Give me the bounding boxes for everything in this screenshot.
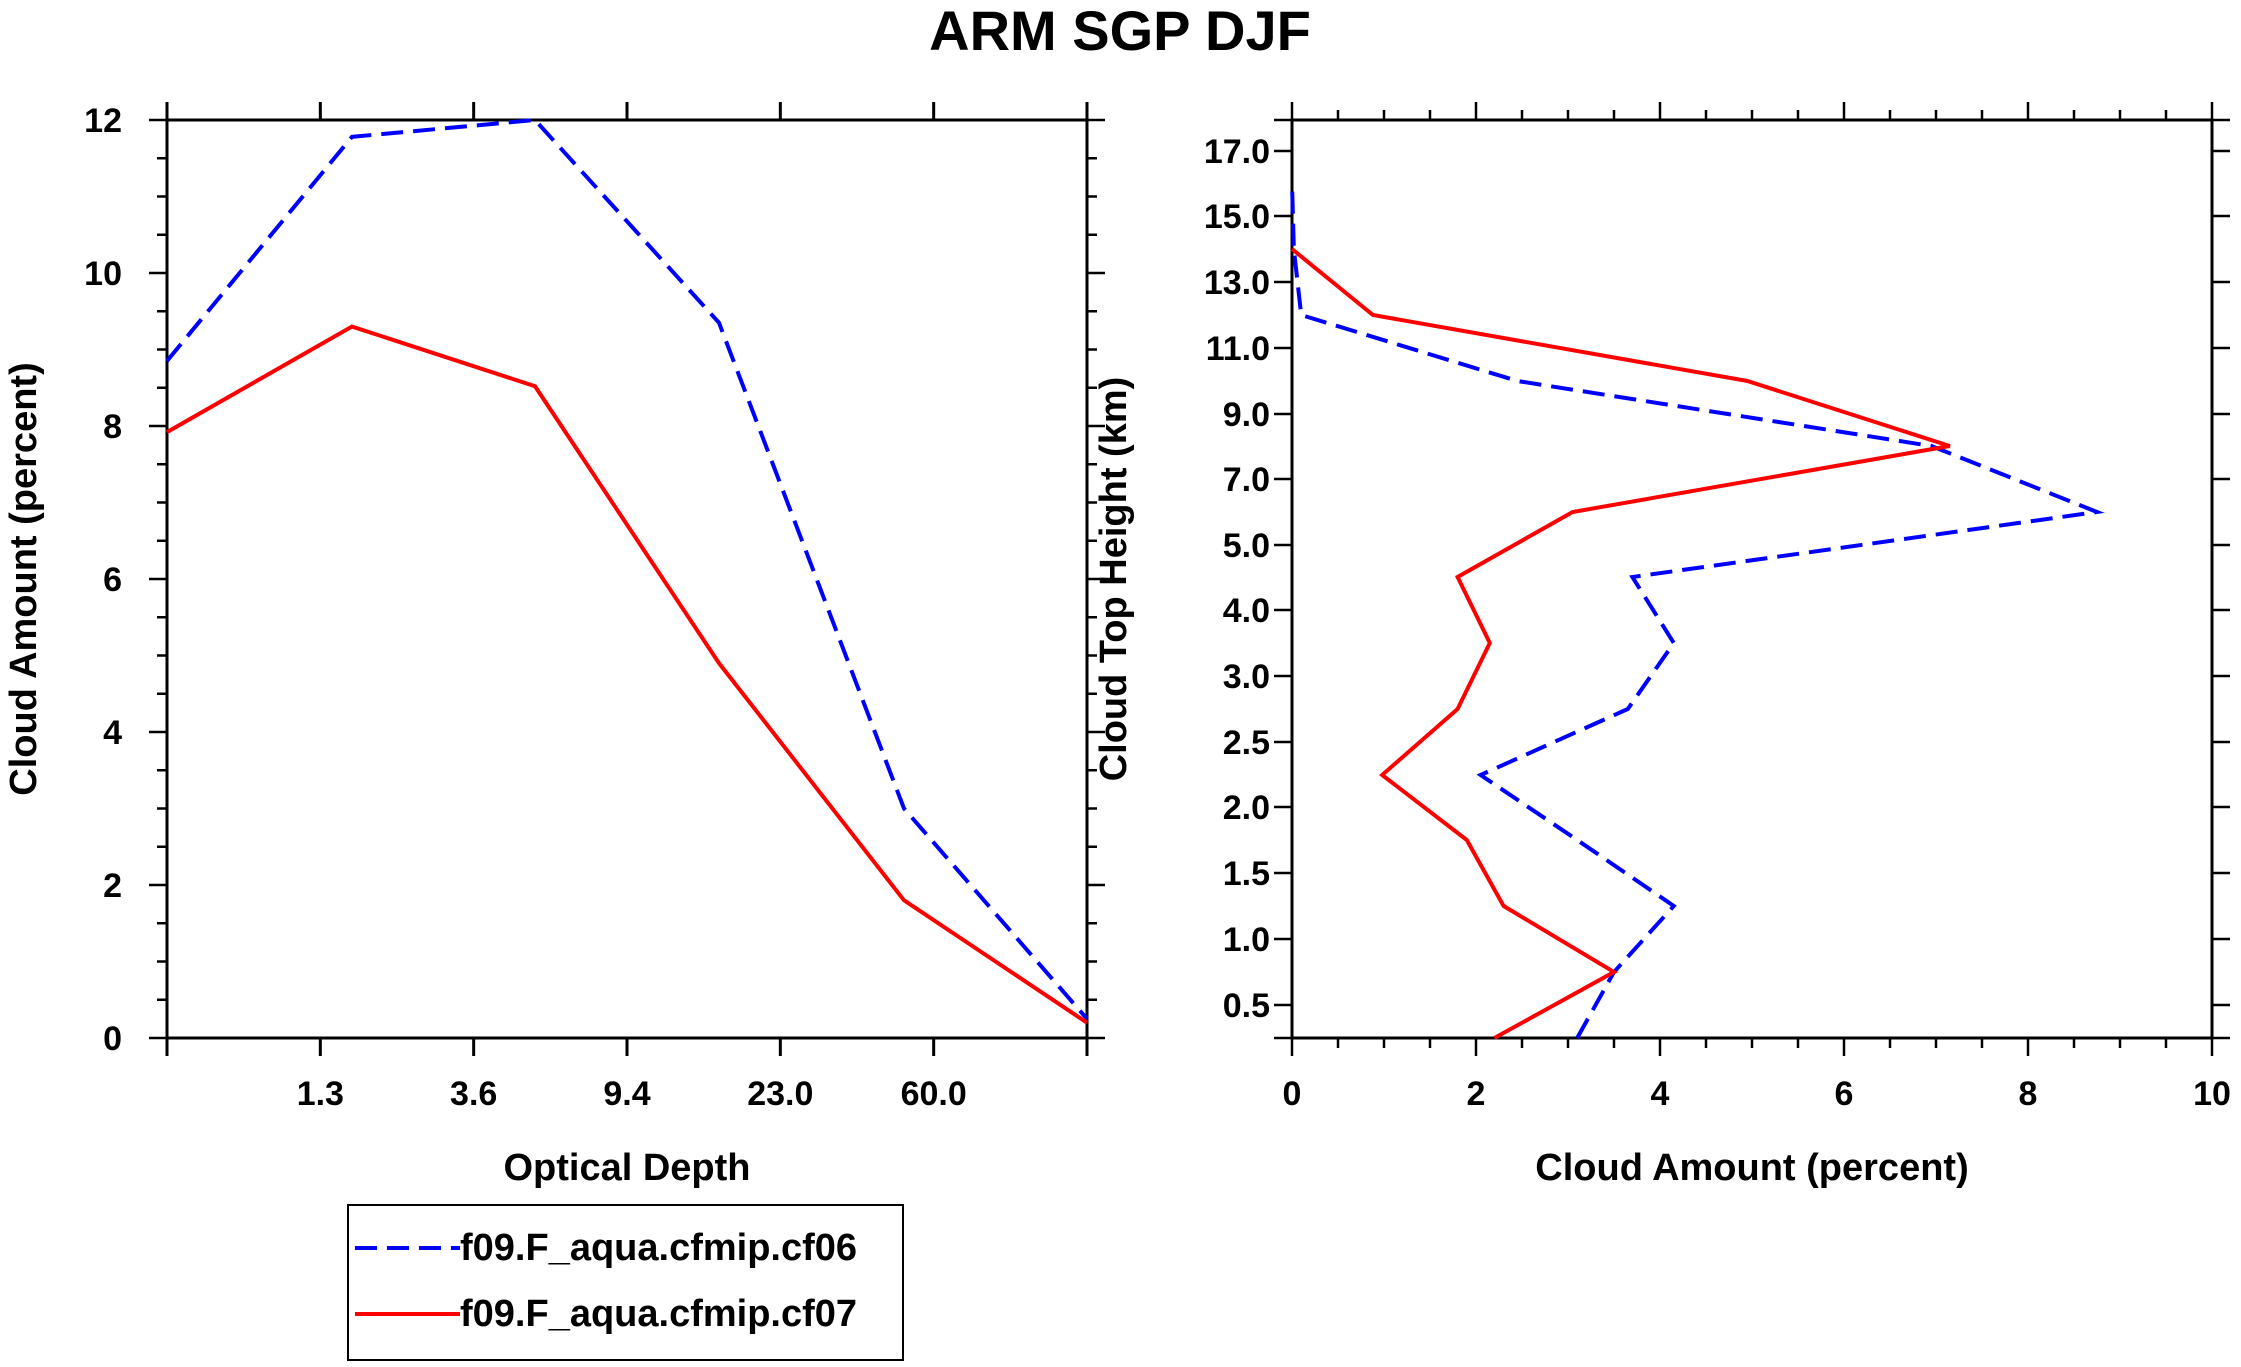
right-y-tick-label: 13.0 bbox=[1204, 264, 1270, 302]
right-plot-frame bbox=[1290, 118, 2214, 1040]
right-series-f09.F_aqua.cfmip.cf07 bbox=[1290, 247, 1951, 1040]
left-x-tick-label: 9.4 bbox=[603, 1075, 650, 1113]
right-x-tick-label: 0 bbox=[1283, 1075, 1302, 1113]
right-y-tick-label: 5.0 bbox=[1223, 527, 1270, 565]
left-chart: 1.3 3.6 9.4 23.0 60.0 0 2 4 6 8 10 12 Optical Depth C… bbox=[3, 102, 1105, 1189]
left-plot-frame bbox=[165, 118, 1089, 1040]
left-series-f09.F_aqua.cfmip.cf07 bbox=[166, 324, 1089, 1025]
right-x-tick-label: 10 bbox=[2193, 1075, 2231, 1113]
left-x-tick-label: 3.6 bbox=[450, 1075, 497, 1113]
legend: f09.F_aqua.cfmip.cf06 f09.F_aqua.cfmip.c… bbox=[347, 1204, 904, 1361]
right-x-tick-label: 6 bbox=[1835, 1075, 1854, 1113]
left-y-tick-label: 4 bbox=[103, 714, 122, 752]
right-y-tick-label: 1.0 bbox=[1223, 921, 1270, 959]
chart-title: ARM SGP DJF bbox=[929, 0, 1311, 62]
left-y-axis-label: Cloud Amount (percent) bbox=[3, 362, 45, 795]
right-y-tick-label: 17.0 bbox=[1204, 133, 1270, 171]
right-y-tick-label: 11.0 bbox=[1206, 330, 1270, 368]
right-series-f09.F_aqua.cfmip.cf06 bbox=[1290, 182, 2105, 1039]
right-y-tick-label: 15.0 bbox=[1204, 198, 1270, 236]
legend-label-cf06: f09.F_aqua.cfmip.cf06 bbox=[460, 1227, 857, 1269]
right-x-tick-label: 2 bbox=[1467, 1075, 1486, 1113]
left-y-tick-label: 2 bbox=[103, 867, 122, 905]
right-y-tick-label: 0.5 bbox=[1223, 987, 1270, 1025]
left-y-tick-label: 8 bbox=[103, 408, 122, 446]
right-chart: 0 2 4 6 8 10 0.5 1.0 1.5 2.0 2.5 3.0 4.0 5.0 7.0 9.0 11.… bbox=[1093, 102, 2231, 1189]
left-series-f09.F_aqua.cfmip.cf06 bbox=[165, 117, 1089, 1021]
right-y-axis-label: Cloud Top Height (km) bbox=[1093, 377, 1135, 782]
left-x-axis-label: Optical Depth bbox=[503, 1147, 750, 1189]
right-y-tick-label: 4.0 bbox=[1223, 592, 1270, 630]
right-y-tick-label: 2.5 bbox=[1223, 724, 1270, 762]
right-x-axis-label: Cloud Amount (percent) bbox=[1535, 1147, 1968, 1189]
left-y-tick-label: 12 bbox=[84, 102, 122, 140]
left-x-tick-label: 1.3 bbox=[297, 1075, 344, 1113]
right-y-tick-label: 3.0 bbox=[1223, 658, 1270, 696]
left-x-tick-label: 60.0 bbox=[901, 1075, 967, 1113]
right-y-tick-label: 9.0 bbox=[1223, 396, 1270, 434]
left-y-tick-label: 10 bbox=[84, 255, 122, 293]
left-y-tick-label: 0 bbox=[103, 1020, 122, 1058]
right-x-tick-label: 8 bbox=[2019, 1075, 2038, 1113]
legend-label-cf07: f09.F_aqua.cfmip.cf07 bbox=[460, 1293, 857, 1335]
left-x-tick-label: 23.0 bbox=[747, 1075, 813, 1113]
right-y-tick-label: 1.5 bbox=[1223, 855, 1270, 893]
legend-box bbox=[347, 1204, 904, 1361]
right-x-tick-label: 4 bbox=[1651, 1075, 1670, 1113]
right-y-tick-label: 2.0 bbox=[1223, 789, 1270, 827]
left-y-tick-label: 6 bbox=[103, 561, 122, 599]
right-y-tick-label: 7.0 bbox=[1223, 461, 1270, 499]
